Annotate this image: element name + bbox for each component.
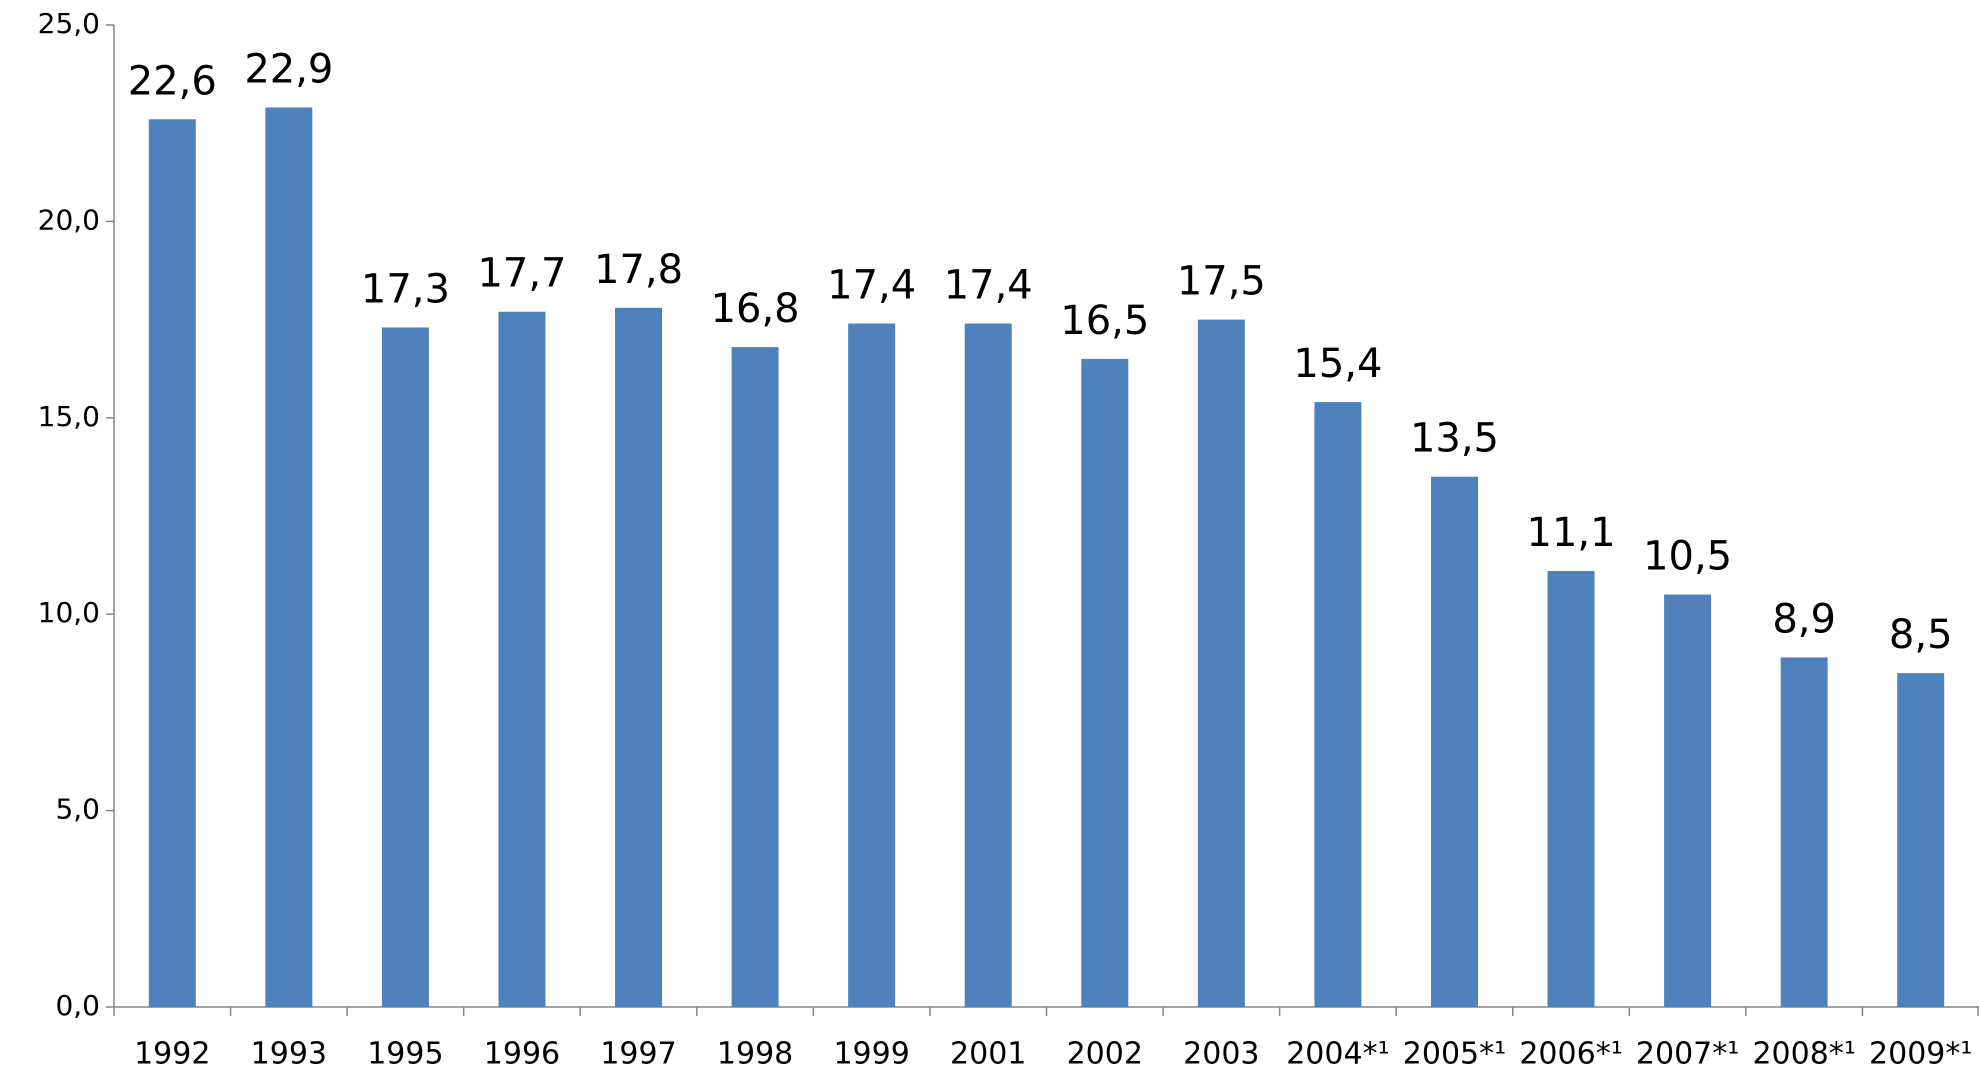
y-tick-label: 0,0 xyxy=(55,989,100,1022)
x-tick-label: 2004*¹ xyxy=(1286,1037,1389,1071)
value-label: 13,5 xyxy=(1410,416,1499,462)
y-tick-label: 5,0 xyxy=(55,793,100,826)
x-tick-label: 2003 xyxy=(1183,1037,1259,1071)
bar xyxy=(265,107,312,1007)
bar xyxy=(149,119,196,1007)
bar xyxy=(615,308,662,1007)
bar xyxy=(848,324,895,1007)
bar xyxy=(1081,359,1128,1007)
value-label: 8,5 xyxy=(1889,612,1953,658)
bar xyxy=(1548,571,1595,1007)
x-tick-label: 2002 xyxy=(1067,1037,1143,1071)
x-tick-label: 1993 xyxy=(251,1037,327,1071)
x-tick-label: 2005*¹ xyxy=(1403,1037,1506,1071)
value-label: 17,3 xyxy=(361,266,450,312)
x-tick-label: 1995 xyxy=(367,1037,443,1071)
bar xyxy=(498,312,545,1007)
value-label: 22,9 xyxy=(244,46,333,92)
value-label: 17,4 xyxy=(944,263,1033,309)
y-tick-label: 10,0 xyxy=(38,596,100,629)
x-tick-label: 1992 xyxy=(134,1037,210,1071)
x-tick-label: 2001 xyxy=(950,1037,1026,1071)
x-tick-label: 1996 xyxy=(484,1037,560,1071)
value-label: 8,9 xyxy=(1772,596,1836,642)
bar xyxy=(965,324,1012,1007)
x-tick-label: 1999 xyxy=(833,1037,909,1071)
bar xyxy=(1664,595,1711,1007)
chart: 0,0 5,0 10,0 15,0 20,0 25,0 1992 22,6 1993 22,9 19… xyxy=(0,0,1979,1071)
bar xyxy=(1781,657,1828,1007)
value-label: 10,5 xyxy=(1643,534,1732,580)
x-tick-label: 1997 xyxy=(600,1037,676,1071)
bar xyxy=(1198,320,1245,1007)
value-label: 15,4 xyxy=(1293,341,1382,387)
x-tick-label: 2007*¹ xyxy=(1636,1037,1739,1071)
bar xyxy=(382,327,429,1007)
value-label: 17,7 xyxy=(477,251,566,297)
value-label: 16,8 xyxy=(711,286,800,332)
value-label: 16,5 xyxy=(1060,298,1149,344)
x-tick-label: 2008*¹ xyxy=(1752,1037,1855,1071)
value-label: 17,4 xyxy=(827,263,916,309)
y-tick-label: 25,0 xyxy=(38,7,100,40)
value-label: 22,6 xyxy=(128,58,217,104)
y-tick-label: 20,0 xyxy=(38,203,100,236)
value-label: 17,5 xyxy=(1177,259,1266,305)
value-label: 17,8 xyxy=(594,247,683,293)
bar xyxy=(732,347,779,1007)
bar xyxy=(1314,402,1361,1007)
bar xyxy=(1897,673,1944,1007)
x-tick-label: 2009*¹ xyxy=(1869,1037,1972,1071)
bar xyxy=(1431,477,1478,1007)
x-tick-label: 1998 xyxy=(717,1037,793,1071)
y-tick-label: 15,0 xyxy=(38,400,100,433)
x-tick-label: 2006*¹ xyxy=(1519,1037,1622,1071)
value-label: 11,1 xyxy=(1527,510,1616,556)
